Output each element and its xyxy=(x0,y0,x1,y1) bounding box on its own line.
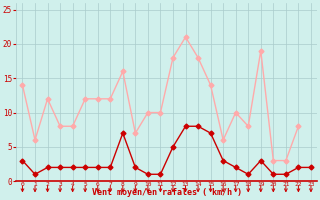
X-axis label: Vent moyen/en rafales ( km/h ): Vent moyen/en rafales ( km/h ) xyxy=(92,188,242,197)
